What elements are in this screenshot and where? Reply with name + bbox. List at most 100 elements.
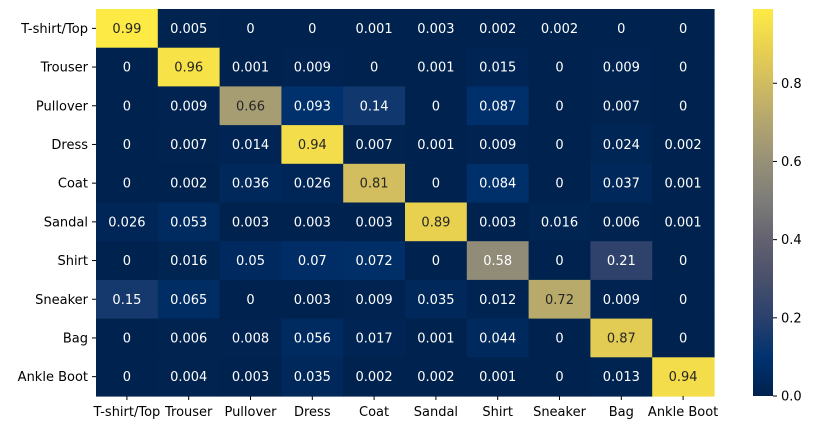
cell-value-label: 0 [123,138,131,153]
cell-value-label: 0.002 [664,138,701,153]
cell-value-label: 0.008 [232,331,269,346]
cell-value-label: 0.007 [170,138,207,153]
heatmap-cell [405,86,468,126]
cell-value-label: 0.024 [603,138,640,153]
heatmap-cell [528,279,591,320]
heatmap-cell [528,47,591,87]
cell-value-label: 0 [123,99,131,114]
heatmap-cell [96,241,159,281]
heatmap-cell [96,125,159,165]
heatmap-cell [281,163,344,204]
heatmap-cell [281,86,344,126]
cell-value-label: 0 [432,99,440,114]
heatmap-cell [96,47,159,87]
cell-value-label: 0.003 [294,215,331,230]
heatmap-cell [157,241,221,281]
column-label: Pullover [224,405,277,420]
heatmap-cell [466,86,530,126]
heatmap-cell [157,202,221,242]
heatmap-cell [219,279,282,320]
cell-value-label: 0.07 [298,254,327,269]
cell-value-label: 0.81 [360,177,389,192]
cell-value-label: 0.58 [483,254,512,269]
heatmap-cell [219,241,282,281]
heatmap-cell [466,241,530,281]
row-label: Sneaker [35,293,89,308]
cell-value-label: 0 [555,254,563,269]
heatmap-cell [528,202,591,242]
column-label: Trouser [164,405,213,420]
cell-value-label: 0 [432,254,440,269]
cell-value-label: 0 [555,370,563,385]
cell-value-label: 0.009 [603,293,640,308]
cell-value-label: 0.016 [170,254,207,269]
cell-value-label: 0.012 [479,293,516,308]
cell-value-label: 0.14 [360,99,389,114]
heatmap-cell [219,202,282,242]
heatmap-cell [652,202,715,242]
heatmap-cell [343,9,406,49]
cell-value-label: 0.15 [112,293,141,308]
heatmap-cell [590,318,653,358]
column-labels: T-shirt/Top Trouser Pullover Dress Coat Sanda… [92,396,718,420]
cell-value-label: 0.007 [603,99,640,114]
heatmap-cell [157,279,221,320]
heatmap-cell [590,357,653,397]
heatmap-cell [590,47,653,87]
heatmap-cell [157,125,221,165]
cell-value-label: 0.072 [355,254,392,269]
cell-value-label: 0.21 [607,254,636,269]
heatmap-cell-labels: 0.99 0.005 0 0 0.001 0.003 0.002 0.002 0 0 0 0.96 0.… [108,22,701,385]
cell-value-label: 0.003 [294,293,331,308]
heatmap-cell [343,318,406,358]
heatmap-cell [343,241,406,281]
cell-value-label: 0.001 [417,331,454,346]
cell-value-label: 0.001 [479,370,516,385]
cell-value-label: 0 [679,293,687,308]
cell-value-label: 0 [308,22,316,37]
cell-value-label: 0 [617,22,625,37]
cell-value-label: 0.002 [541,22,578,37]
column-label: Ankle Boot [648,405,718,420]
heatmap-cell [96,279,159,320]
cell-value-label: 0.003 [355,215,392,230]
cell-value-label: 0.006 [170,331,207,346]
cell-value-label: 0.017 [355,331,392,346]
cell-value-label: 0.053 [170,215,207,230]
heatmap-cell [652,318,715,358]
cell-value-label: 0.94 [298,138,327,153]
cell-value-label: 0.009 [603,61,640,76]
heatmap-cell [157,318,221,358]
cell-value-label: 0.001 [232,61,269,76]
column-label: Coat [359,405,389,420]
colorbar: 0.0 0.2 0.4 0.6 0.8 [753,9,802,405]
heatmap-cell [528,241,591,281]
cell-value-label: 0.026 [294,177,331,192]
heatmap-cell [652,241,715,281]
cell-value-label: 0.006 [603,215,640,230]
heatmap-cell [281,241,344,281]
row-label: Pullover [36,99,89,114]
cell-value-label: 0.026 [108,215,145,230]
heatmap-cell [96,9,159,49]
cell-value-label: 0.084 [479,177,516,192]
cell-value-label: 0.001 [417,138,454,153]
heatmap-cell [96,163,159,204]
heatmap-cell [652,163,715,204]
heatmap-cell [281,357,344,397]
heatmap-cell [528,125,591,165]
heatmap-cell [405,202,468,242]
heatmap-cell [652,86,715,126]
heatmap-cell [343,357,406,397]
heatmap-cell [652,279,715,320]
cell-value-label: 0.89 [421,215,450,230]
cell-value-label: 0 [246,22,254,37]
cell-value-label: 0.003 [417,22,454,37]
heatmap-cell [466,318,530,358]
row-label: Ankle Boot [18,370,88,385]
heatmap-cell [405,163,468,204]
cell-value-label: 0.093 [294,99,331,114]
heatmap-cell [652,357,715,397]
cell-value-label: 0 [555,61,563,76]
cell-value-label: 0.003 [232,370,269,385]
